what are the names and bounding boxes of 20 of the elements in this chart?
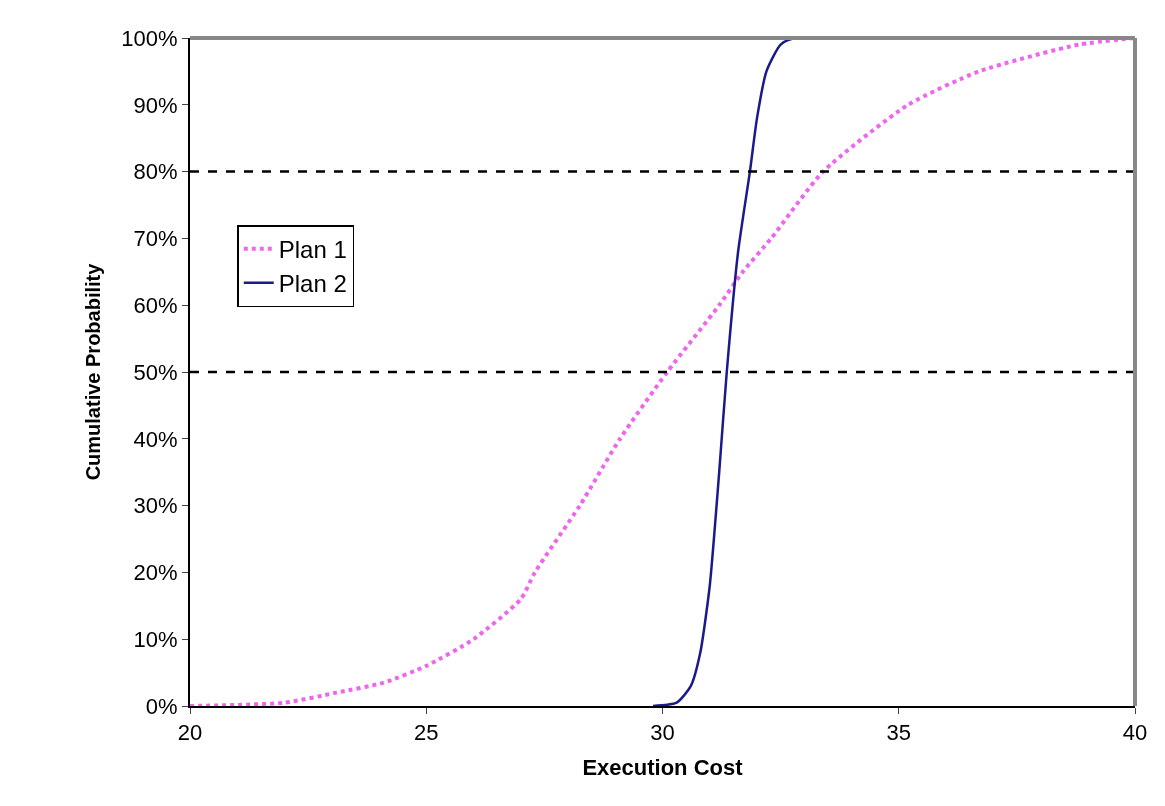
y-tick-label: 80%	[133, 159, 178, 185]
x-tick-label: 25	[414, 720, 439, 746]
y-tick-label: 70%	[133, 226, 178, 252]
x-axis-title: Execution Cost	[582, 754, 744, 780]
y-tick-label: 30%	[133, 493, 178, 519]
y-tick-label: 0%	[145, 693, 178, 719]
y-tick-label: 90%	[133, 92, 178, 118]
x-tick-label: 40	[1122, 720, 1148, 746]
y-tick-label: 20%	[133, 560, 178, 586]
legend-label: Plan 2	[278, 270, 347, 298]
y-tick-label: 10%	[133, 626, 178, 652]
y-axis-title: Cumulative Probability	[82, 262, 105, 481]
legend-label: Plan 1	[278, 236, 347, 263]
x-tick-label: 20	[177, 720, 203, 746]
x-tick-label: 35	[886, 720, 911, 746]
y-tick-label: 40%	[133, 426, 178, 452]
y-tick-label: 50%	[133, 359, 178, 385]
y-tick-label: 100%	[121, 25, 178, 51]
x-tick-label: 30	[650, 720, 675, 746]
y-tick-label: 60%	[133, 292, 178, 318]
